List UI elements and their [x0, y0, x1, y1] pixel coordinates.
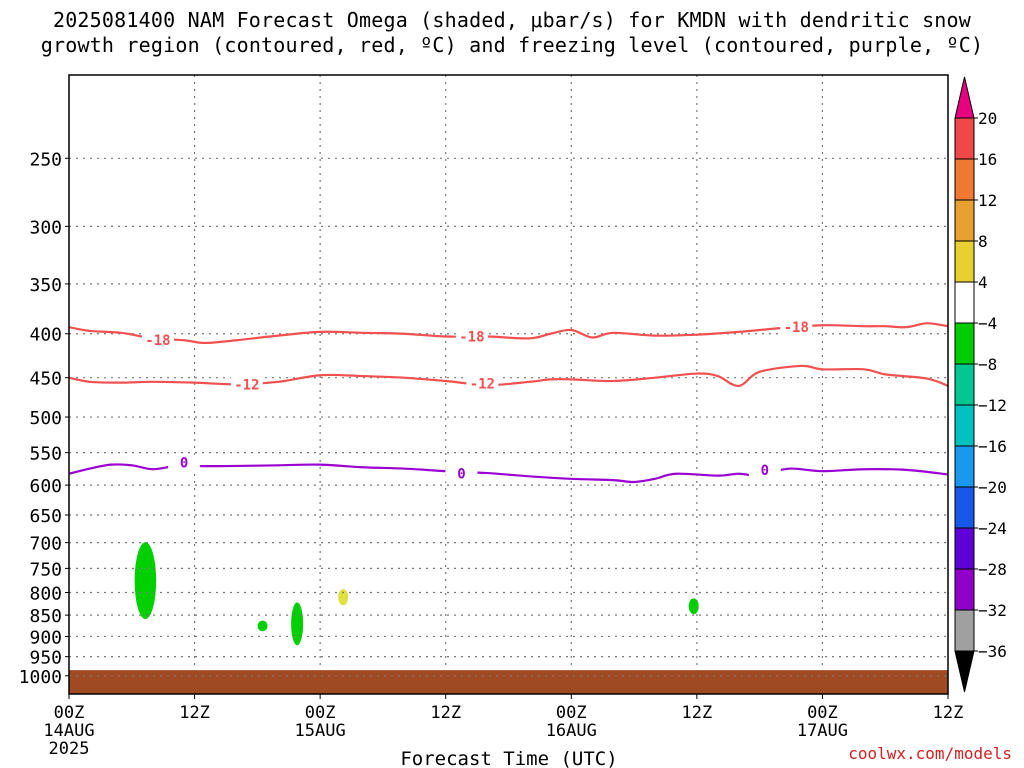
ground-layer — [69, 670, 948, 694]
y-tick-label: 700 — [29, 534, 62, 555]
contour-label-bg — [230, 376, 263, 393]
x-tick-date: 16AUG — [546, 721, 597, 741]
chart-title-line-2: growth region (contoured, red, ºC) and f… — [40, 33, 984, 57]
x-axis-title: Forecast Time (UTC) — [400, 748, 617, 768]
x-tick-label: 00Z — [54, 703, 85, 723]
x-tick-label: 00Z — [305, 703, 336, 723]
y-tick-label: 600 — [29, 476, 62, 497]
colorbar-bin-11 — [954, 568, 975, 611]
contour-label-bg — [466, 375, 499, 392]
omega-area-1 — [291, 602, 304, 646]
x-tick-date: 14AUG — [43, 721, 94, 741]
y-tick-label: 750 — [29, 559, 62, 580]
contour-label: -18 — [145, 333, 170, 349]
contour-label: -18 — [784, 320, 809, 336]
colorbar-label: −36 — [978, 642, 1007, 661]
y-tick-label: 800 — [29, 583, 62, 604]
contour-line-0 — [68, 462, 949, 484]
x-tick-year: 2025 — [49, 739, 90, 759]
contour-label: -18 — [459, 330, 484, 346]
colorbar-label: −4 — [978, 314, 997, 333]
x-tick-label: 00Z — [556, 703, 587, 723]
colorbar-label: −24 — [978, 519, 1007, 538]
y-tick-label: 850 — [29, 606, 62, 627]
colorbar-label: −16 — [978, 437, 1007, 456]
colorbar-bin-1 — [954, 158, 975, 201]
colorbar-bin-5 — [954, 322, 975, 365]
colorbar-label: 12 — [978, 191, 997, 210]
omega-area-3 — [338, 589, 349, 606]
y-tick-label: 350 — [29, 275, 62, 296]
colorbar-label: −20 — [978, 478, 1007, 497]
chart-title-line-1: 2025081400 NAM Forecast Omega (shaded, μ… — [52, 8, 972, 32]
colorbar-bin-9 — [954, 486, 975, 529]
x-tick-date: 15AUG — [295, 721, 346, 741]
colorbar-label: 8 — [978, 232, 988, 251]
y-tick-label: 450 — [29, 369, 62, 390]
contour-label: 0 — [457, 467, 465, 483]
y-tick-label: 250 — [29, 149, 62, 170]
colorbar-bin-12 — [954, 609, 975, 652]
y-tick-label: 550 — [29, 444, 62, 465]
contour-label-bg — [168, 454, 201, 471]
omega-shading-layer — [134, 542, 699, 646]
ground-fill — [69, 670, 948, 694]
y-tick-label: 1000 — [19, 667, 62, 688]
omega-area-4 — [688, 598, 699, 615]
y-tick-label: 900 — [29, 627, 62, 648]
contour-label-bg — [748, 461, 781, 478]
omega-area-0 — [134, 542, 157, 620]
colorbar-label: 16 — [978, 150, 997, 169]
x-tick-date: 17AUG — [797, 721, 848, 741]
y-tick-label: 300 — [29, 217, 62, 238]
contour-line-minus18 — [68, 322, 949, 345]
colorbar-bin-0 — [954, 117, 975, 160]
y-tick-label: 500 — [29, 408, 62, 429]
contour-label-bg — [141, 332, 174, 349]
y-tick-label: 650 — [29, 506, 62, 527]
colorbar-bin-7 — [954, 404, 975, 447]
contour-label-bg — [780, 319, 813, 336]
colorbar-bin-10 — [954, 527, 975, 570]
contour-lines: -18 -18 -18 -12 -12 0 0 0 — [68, 319, 949, 484]
x-tick-label: 00Z — [807, 703, 838, 723]
contour-label-bg — [445, 465, 478, 482]
contour-label: -12 — [234, 377, 259, 393]
credit-text: coolwx.com/models — [848, 744, 1012, 763]
colorbar-label: 4 — [978, 273, 988, 292]
colorbar-bin-3 — [954, 240, 975, 283]
colorbar-top-arrow — [954, 76, 975, 119]
x-tick-label: 12Z — [933, 703, 964, 723]
colorbar-label: 20 — [978, 109, 997, 128]
y-tick-label: 400 — [29, 325, 62, 346]
omega-colorbar: 20 16 12 8 4 −4 −8 −12 −16 −20 −24 −28 −32 −36 — [954, 76, 1007, 693]
grid-lines — [69, 75, 948, 677]
colorbar-bin-2 — [954, 199, 975, 242]
contour-label: 0 — [761, 463, 769, 479]
y-tick-label: 950 — [29, 648, 62, 669]
contour-label: -12 — [470, 376, 495, 392]
colorbar-label: −8 — [978, 355, 997, 374]
colorbar-label: −12 — [978, 396, 1007, 415]
colorbar-bin-4 — [954, 281, 975, 324]
plot-border — [68, 74, 949, 695]
x-tick-label: 12Z — [430, 703, 461, 723]
colorbar-bin-8 — [954, 445, 975, 488]
x-tick-label: 12Z — [179, 703, 210, 723]
x-tick-label: 12Z — [681, 703, 712, 723]
omega-area-2 — [257, 620, 268, 632]
colorbar-label: −32 — [978, 601, 1007, 620]
contour-label: 0 — [180, 456, 188, 472]
colorbar-bottom-arrow — [954, 650, 975, 693]
y-axis: 2503003504004505005506006507007508008509… — [19, 149, 69, 688]
plot-frame — [68, 74, 949, 695]
contour-label-bg — [455, 328, 488, 345]
colorbar-bin-6 — [954, 363, 975, 406]
colorbar-label: −28 — [978, 560, 1007, 579]
contour-line-minus12 — [68, 364, 949, 388]
